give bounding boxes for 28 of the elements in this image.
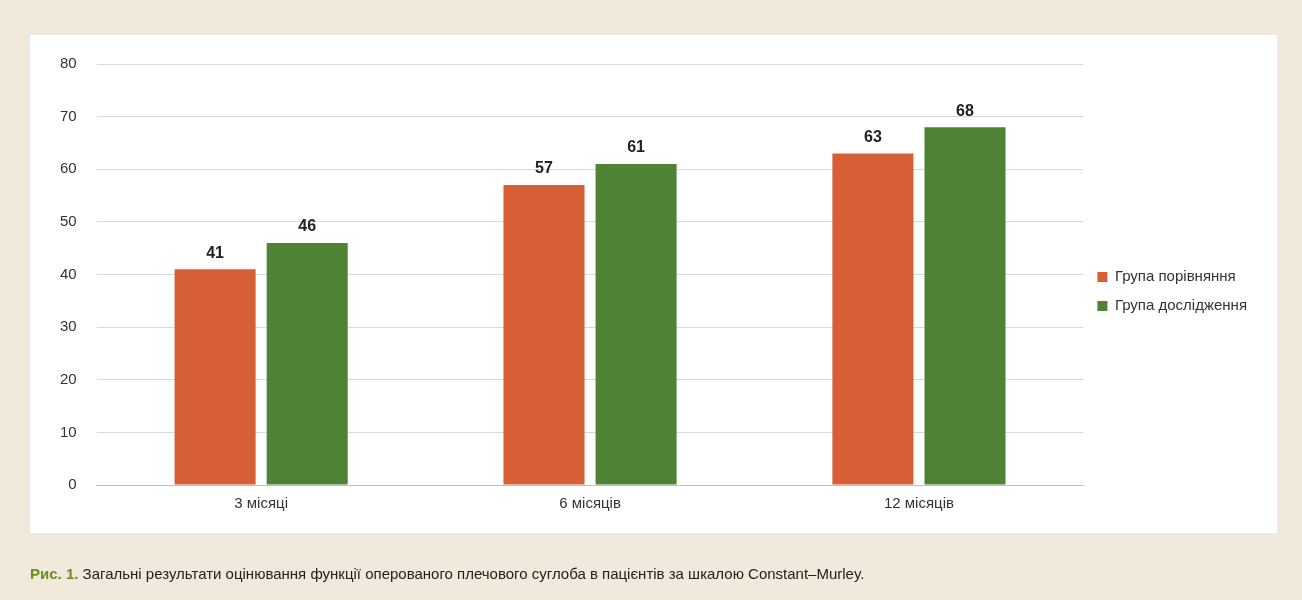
bar — [832, 153, 914, 485]
data-label: 41 — [206, 243, 225, 261]
y-tick-label: 0 — [68, 475, 77, 493]
text: Загальні результати оцінювання функції оперованого плечового суглоба в пацієнтів за шкалою Constant–Murley. — [82, 565, 865, 582]
legend-label: Група порівняння — [1114, 267, 1236, 285]
data-label: 61 — [627, 138, 646, 156]
y-tick-label: 70 — [60, 106, 77, 124]
text: Рис. 1. — [30, 565, 79, 582]
x-tick-label: 12 місяців — [883, 494, 954, 512]
bar — [595, 163, 677, 485]
data-label: 46 — [298, 217, 317, 235]
y-tick-label: 30 — [60, 317, 77, 335]
data-label: 68 — [956, 101, 975, 119]
y-tick-label: 50 — [60, 212, 77, 230]
y-tick-label: 40 — [60, 264, 77, 282]
y-tick-label: 60 — [60, 159, 77, 177]
bar — [174, 269, 256, 485]
y-tick-label: 10 — [60, 422, 77, 440]
x-tick-label: 3 місяці — [234, 494, 288, 512]
bar — [503, 185, 585, 485]
legend-label: Група дослідження — [1114, 296, 1248, 314]
x-tick-label: 6 місяців — [559, 494, 621, 512]
bar — [924, 127, 1006, 485]
data-label: 57 — [535, 159, 553, 177]
bar — [266, 242, 348, 485]
y-tick-label: 80 — [60, 54, 77, 72]
y-tick-label: 20 — [60, 369, 77, 387]
data-label: 63 — [864, 127, 882, 145]
